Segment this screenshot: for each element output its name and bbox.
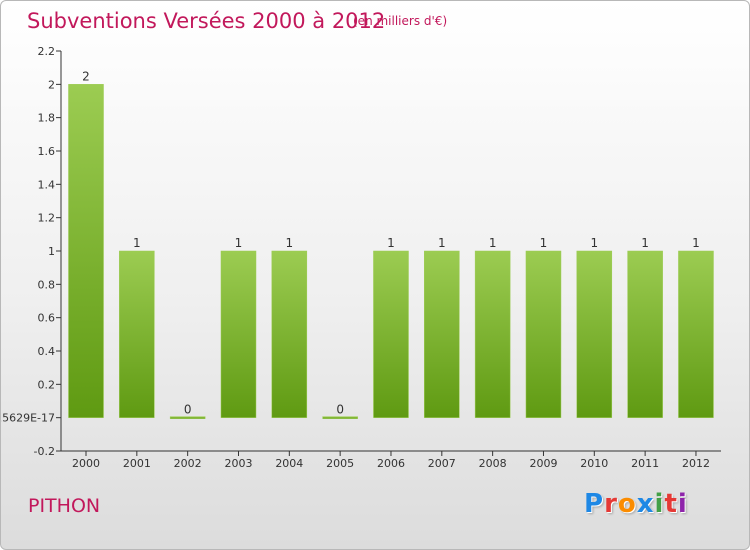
bar[interactable] <box>220 250 257 418</box>
x-tick-label: 2003 <box>224 457 252 470</box>
bar[interactable] <box>627 250 663 418</box>
data-label: 1 <box>641 236 649 250</box>
data-label: 1 <box>387 236 395 250</box>
x-tick-label: 2001 <box>123 457 151 470</box>
x-tick-label: 2006 <box>377 457 405 470</box>
chart-axes <box>56 50 721 456</box>
logo-letter: P <box>584 489 605 519</box>
proxiti-logo[interactable]: Proxiti <box>584 489 688 519</box>
data-label: 1 <box>285 236 293 250</box>
y-tick-label: 1 <box>48 245 55 258</box>
place-name: PITHON <box>28 495 101 517</box>
chart-subtitle: (en milliers d'€) <box>353 14 448 28</box>
y-tick-label: 0.6 <box>38 312 56 325</box>
x-tick-label: 2007 <box>428 457 456 470</box>
logo-letter: i <box>677 489 688 519</box>
data-label: 1 <box>489 236 497 250</box>
y-tick-label: 0.2 <box>38 378 56 391</box>
bar[interactable] <box>424 250 460 418</box>
bar[interactable] <box>474 250 511 418</box>
x-tick-label: 2005 <box>326 457 354 470</box>
data-label: 1 <box>235 236 243 250</box>
logo-letter: i <box>654 489 665 519</box>
bar[interactable] <box>373 250 409 418</box>
x-tick-label: 2002 <box>174 457 202 470</box>
bar[interactable] <box>525 250 562 418</box>
bar[interactable] <box>678 250 714 418</box>
logo-letter: r <box>604 489 618 519</box>
data-label: 0 <box>184 403 192 417</box>
data-label: 0 <box>336 403 344 417</box>
y-tick-label: 1.6 <box>38 145 56 158</box>
bar[interactable] <box>169 416 206 419</box>
data-label: 1 <box>590 236 598 250</box>
x-tick-label: 2011 <box>631 457 659 470</box>
data-label: 2 <box>82 69 90 83</box>
bar[interactable] <box>322 416 358 419</box>
y-tick-label: 2.2 <box>38 45 56 58</box>
x-tick-label: 2012 <box>682 457 710 470</box>
bar[interactable] <box>576 250 613 418</box>
bar[interactable] <box>271 250 308 418</box>
bar[interactable] <box>68 84 104 418</box>
logo-letter: x <box>636 489 655 519</box>
data-label: 1 <box>438 236 446 250</box>
chart-title: Subventions Versées 2000 à 2012 <box>27 9 386 33</box>
y-tick-label: 0.4 <box>38 345 56 358</box>
x-tick-label: 2004 <box>275 457 303 470</box>
x-tick-label: 2010 <box>580 457 608 470</box>
logo-letter: t <box>664 489 678 519</box>
x-tick-label: 2008 <box>479 457 507 470</box>
chart-labels: -0.2 -1.15629E-17 0.2 0.4 0.6 0.8 1 1.2 1.4 1.6 1.… <box>1 45 710 470</box>
bar[interactable] <box>119 250 155 418</box>
chart-bars <box>68 84 714 419</box>
y-tick-label: 1.8 <box>38 112 56 125</box>
x-tick-label: 2009 <box>529 457 557 470</box>
data-label: 1 <box>540 236 548 250</box>
y-tick-label: -1.15629E-17 <box>1 412 55 425</box>
logo-letter: o <box>617 489 637 519</box>
y-tick-label: 1.4 <box>38 178 56 191</box>
y-tick-label: 2 <box>48 78 55 91</box>
data-label: 1 <box>133 236 141 250</box>
data-label: 1 <box>692 236 700 250</box>
y-tick-label: 1.2 <box>38 212 56 225</box>
x-tick-label: 2000 <box>72 457 100 470</box>
y-tick-label: -0.2 <box>34 445 55 458</box>
y-tick-label: 0.8 <box>38 278 56 291</box>
